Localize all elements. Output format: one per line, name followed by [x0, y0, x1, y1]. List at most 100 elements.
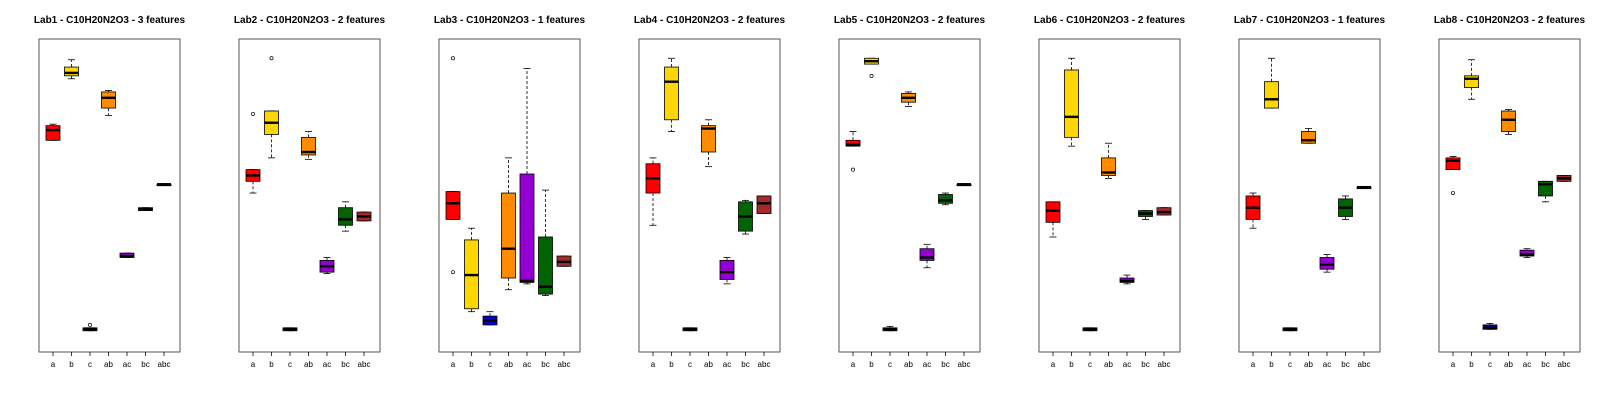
box-iqr [1264, 81, 1279, 109]
box-iqr [1501, 110, 1516, 132]
box-ab [1501, 109, 1516, 135]
x-tick-label: abc [958, 360, 971, 369]
panel-title: Lab5 - C10H20N2O3 - 2 features [834, 15, 986, 26]
x-tick-label: ab [504, 360, 513, 369]
box-abc [1156, 207, 1172, 216]
x-tick-label: c [688, 360, 692, 369]
x-tick-label: b [469, 360, 474, 369]
x-tick-label: a [51, 360, 56, 369]
x-tick-label: abc [358, 360, 371, 369]
box-a [1245, 192, 1261, 229]
box-iqr [1464, 75, 1479, 88]
box-bc [938, 192, 953, 206]
x-tick-label: ab [704, 360, 713, 369]
x-tick-label: a [451, 360, 456, 369]
x-tick-label: ab [904, 360, 913, 369]
outlier-point [451, 270, 455, 275]
box-a [1445, 156, 1461, 195]
x-tick-label: c [1288, 360, 1292, 369]
box-iqr [301, 136, 316, 156]
box-c [82, 322, 98, 332]
panel-title: Lab8 - C10H20N2O3 - 2 features [1434, 15, 1586, 26]
x-tick-label: c [288, 360, 292, 369]
box-abc [156, 183, 172, 187]
box-abc [356, 211, 372, 222]
box-c [1082, 327, 1098, 332]
box-iqr [919, 248, 935, 261]
box-iqr [538, 236, 553, 295]
box-b [64, 59, 79, 80]
box-iqr [664, 66, 679, 121]
x-tick-label: c [888, 360, 892, 369]
outlier-point [88, 322, 92, 327]
x-tick-label: ac [1123, 360, 1131, 369]
x-tick-label: c [1488, 360, 1492, 369]
x-tick-label: b [269, 360, 274, 369]
box-iqr [501, 192, 516, 279]
plot-frame [38, 38, 181, 353]
x-tick-label: ab [1104, 360, 1113, 369]
x-tick-label: bc [941, 360, 949, 369]
x-tick-label: abc [1358, 360, 1371, 369]
box-iqr [1064, 69, 1079, 138]
box-iqr [719, 260, 735, 280]
box-ab [701, 119, 716, 168]
x-tick-label: bc [141, 360, 149, 369]
box-ab [1101, 142, 1116, 179]
box-ab [1301, 128, 1316, 144]
box-c [482, 311, 498, 326]
box-iqr [45, 125, 61, 141]
box-iqr [1101, 157, 1116, 176]
box-bc [1538, 180, 1553, 203]
box-iqr [1045, 201, 1061, 223]
x-tick-label: b [1069, 360, 1074, 369]
plot-frame [638, 38, 781, 353]
x-tick-label: abc [558, 360, 571, 369]
box-iqr [701, 125, 716, 153]
x-tick-label: ab [104, 360, 113, 369]
x-tick-label: b [869, 360, 874, 369]
box-ab [901, 91, 916, 107]
x-tick-label: abc [1158, 360, 1171, 369]
box-bc [738, 199, 753, 235]
box-c [1282, 327, 1298, 332]
box-b [1264, 57, 1279, 109]
plot-frame [838, 38, 981, 353]
plot-frame [238, 38, 381, 353]
box-b [464, 227, 479, 313]
box-ac [919, 243, 935, 269]
box-ac [519, 68, 535, 285]
plot-frame [1238, 38, 1381, 353]
x-tick-label: ac [323, 360, 331, 369]
x-tick-label: a [851, 360, 856, 369]
x-tick-label: ab [1504, 360, 1513, 369]
plot-frame [438, 38, 581, 353]
panel-title: Lab7 - C10H20N2O3 - 1 features [1234, 15, 1386, 26]
plot-frame [1038, 38, 1181, 353]
box-bc [1138, 210, 1153, 220]
outlier-point [269, 56, 274, 61]
x-tick-label: c [88, 360, 92, 369]
box-iqr [338, 207, 353, 226]
x-tick-label: a [1451, 360, 1456, 369]
box-iqr [1319, 257, 1335, 270]
plot-frame [1438, 38, 1581, 353]
box-iqr [756, 195, 772, 214]
panel-title: Lab6 - C10H20N2O3 - 2 features [1034, 15, 1186, 26]
box-bc [338, 201, 353, 232]
box-abc [756, 195, 772, 214]
box-abc [1556, 175, 1572, 182]
outlier-point [851, 167, 855, 172]
x-tick-label: ac [523, 360, 531, 369]
box-iqr [1445, 157, 1461, 170]
x-tick-label: bc [541, 360, 549, 369]
x-tick-label: a [1251, 360, 1256, 369]
box-bc [138, 207, 153, 212]
box-b [1064, 57, 1079, 147]
x-tick-label: ac [723, 360, 731, 369]
box-iqr [1301, 131, 1316, 144]
